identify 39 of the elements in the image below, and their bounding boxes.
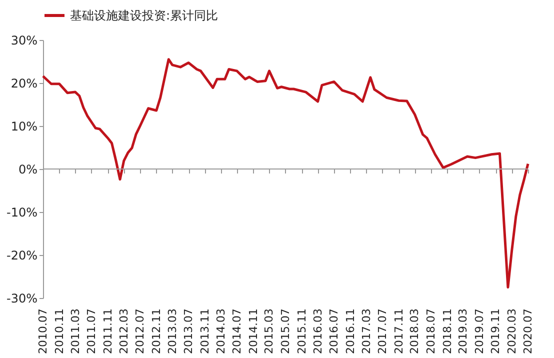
x-tick-label: 2017.11 [392,308,406,354]
y-tick-label: 10% [10,120,38,134]
x-tick-label: 2018.03 [408,308,422,354]
y-tick-label: -10% [6,206,38,220]
x-tick-label: 2016.03 [311,308,324,354]
x-tick-label: 2016.07 [328,308,341,354]
x-tick-label: 2018.11 [440,308,454,354]
x-tick-label: 2020.03 [505,308,518,354]
x-tick-label: 2014.11 [246,308,260,354]
x-tick-label: 2012.11 [150,308,163,354]
x-tick-label: 2014.03 [214,308,228,354]
x-tick-label: 2012.03 [117,308,130,354]
x-tick-label: 2020.07 [522,308,534,354]
x-tick-label: 2019.07 [472,308,486,354]
x-tick-label: 2010.11 [52,308,66,354]
x-tick-label: 2010.07 [36,308,50,354]
x-tick-label: 2015.07 [278,308,292,354]
y-tick-label: 20% [10,76,38,90]
legend-label: 基础设施建设投资:累计同比 [70,8,218,22]
x-tick-label: 2019.03 [456,308,470,354]
y-tick-label: -30% [6,292,38,306]
x-tick-label: 2016.11 [344,308,357,354]
y-tick-label: -20% [6,248,38,262]
x-tick-label: 2015.03 [262,308,276,354]
x-tick-label: 2017.03 [360,308,373,354]
x-tick-label: 2015.11 [295,308,308,354]
y-tick-label: 30% [10,34,38,48]
x-tick-label: 2014.07 [230,308,244,354]
x-tick-label: 2013.03 [166,308,179,354]
x-tick-label: 2017.07 [376,308,389,354]
x-tick-label: 2011.07 [84,308,98,354]
y-tick-label: 0% [18,162,38,176]
x-tick-label: 2011.03 [68,308,82,354]
x-tick-label: 2012.07 [134,308,147,354]
x-tick-label: 2011.11 [101,308,114,354]
x-tick-label: 2019.11 [489,308,502,354]
x-tick-label: 2018.07 [424,308,438,354]
x-tick-label: 2013.11 [198,308,212,354]
x-tick-label: 2013.07 [182,308,196,354]
